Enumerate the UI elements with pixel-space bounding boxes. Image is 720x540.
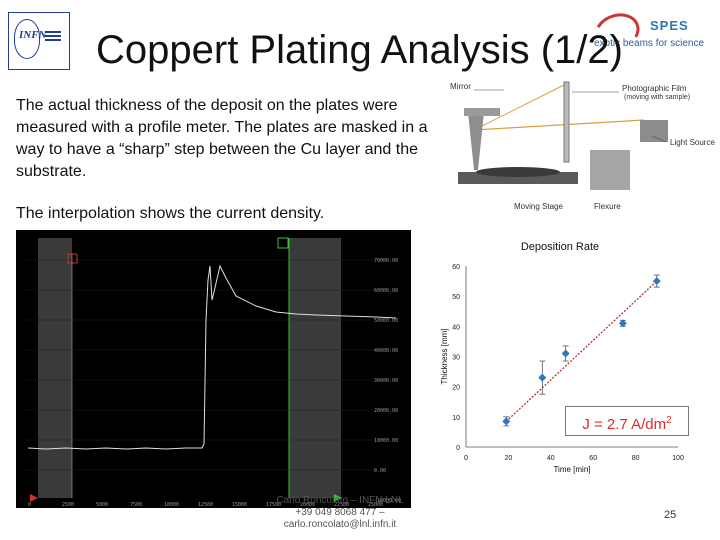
footer-contact: Carlo Roncolato – INFN LNL +39 049 8068 …	[240, 495, 440, 531]
body-paragraph-1: The actual thickness of the deposit on t…	[16, 97, 428, 180]
scope-y-tick-label: 30000.00	[374, 378, 398, 384]
scope-y-tick-label: 20000.00	[374, 408, 398, 414]
flexure-block	[590, 150, 630, 190]
current-density-superscript: 2	[666, 415, 672, 426]
current-density-text: J = 2.7 A/dm	[582, 416, 667, 433]
reflected-beam	[473, 84, 565, 131]
scope-band-left	[38, 238, 72, 498]
deposition-rate-chart: Deposition Rate 0 20 40 60 80 100 0 10 20 30 40 50 6…	[430, 236, 720, 482]
y-tick-label: 60	[452, 264, 460, 271]
data-point	[652, 277, 661, 286]
scope-x-tick-label: 2500	[62, 502, 74, 508]
light-beam	[473, 119, 645, 131]
profilometer-trace: 70000.0060000.0050000.0040000.0030000.00…	[16, 230, 411, 508]
scope-x-tick-label: 17500	[266, 502, 281, 508]
scope-y-tick-label: 70000.00	[374, 258, 398, 264]
scope-band-right	[289, 238, 341, 498]
infn-logo-text: INFN	[19, 29, 47, 41]
scope-left-marker	[67, 253, 78, 264]
scope-x-tick-label: 0	[28, 502, 31, 508]
y-tick-label: 0	[456, 445, 460, 452]
y-tick-label: 40	[452, 324, 460, 331]
x-tick-label: 60	[589, 455, 597, 462]
x-tick-label: 40	[547, 455, 555, 462]
y-tick-label: 50	[452, 294, 460, 301]
scope-background	[16, 230, 411, 508]
slide-title: Coppert Plating Analysis (1/2)	[96, 28, 623, 72]
infn-logo-emblem	[14, 19, 40, 59]
mirror-label: Mirror	[450, 82, 471, 91]
scope-x-tick-label: 5000	[96, 502, 108, 508]
profilometer-trace-screenshot: 70000.00 60000.00 50000.00 40000.00 30000.00…	[16, 230, 411, 508]
scope-y-tick-label: 50000.00	[374, 318, 398, 324]
deposition-rate-plot: Deposition Rate 0 20 40 60 80 100 0 10 20 30 40 50 6…	[440, 241, 684, 474]
x-tick-label: 0	[464, 455, 468, 462]
scope-y-tick-label: 10000.00	[374, 438, 398, 444]
body-paragraph-2: The interpolation shows the current dens…	[16, 205, 325, 222]
chart-x-label: Time [min]	[553, 465, 590, 474]
photographic-film	[563, 81, 570, 163]
profilometer-diagram: Mirror Photographic Film (moving with sa…	[444, 80, 718, 216]
spes-logo: SPES exotic beams for science	[586, 7, 705, 60]
chart-title: Deposition Rate	[521, 241, 599, 253]
light-source-label: Light Source	[670, 138, 715, 147]
scope-y-tick-label: -10000.00	[374, 498, 401, 504]
probe-tip	[468, 112, 484, 170]
sample	[476, 167, 560, 177]
infn-logo: INFN	[8, 12, 70, 70]
cantilever	[464, 108, 500, 116]
y-tick-label: 30	[452, 355, 460, 362]
profilometer-diagram-drawing	[458, 81, 668, 190]
scope-cursor-marker	[277, 237, 289, 249]
data-point	[561, 349, 570, 358]
scope-grid	[26, 259, 376, 471]
scope-trace	[27, 264, 397, 450]
x-tick-label: 80	[632, 455, 640, 462]
scope-x-tick-label: 15000	[232, 502, 247, 508]
data-point	[538, 373, 547, 382]
scope-x-tick-label: 22500	[334, 502, 349, 508]
light-source	[640, 120, 668, 142]
photographic-film-label: Photographic Film	[622, 84, 687, 93]
y-tick-label: 20	[452, 385, 460, 392]
footer-line-3: carlo.roncolato@lnl.infn.it	[283, 519, 397, 530]
spes-logo-name: SPES	[650, 18, 689, 33]
moving-stage-label: Moving Stage	[514, 202, 563, 211]
x-tick-label: 20	[505, 455, 513, 462]
scope-x-tick-label: 12500	[198, 502, 213, 508]
current-density-annotation: J = 2.7 A/dm2	[565, 406, 689, 436]
scope-y-tick-label: 40000.00	[374, 348, 398, 354]
x-tick-label: 100	[672, 455, 684, 462]
flexure-label: Flexure	[594, 202, 621, 211]
page-number: 25	[664, 509, 677, 521]
footer-line-1: Carlo Roncolato – INFN LNL	[276, 495, 404, 506]
scope-x-tick-label: 7500	[130, 502, 142, 508]
spes-logo-tagline: exotic beams for science	[594, 38, 705, 49]
y-tick-label: 10	[452, 415, 460, 422]
chart-y-label: Thickness [mm]	[440, 328, 449, 384]
scope-x-tick-label: 25000	[368, 502, 383, 508]
scope-y-tick-label: 60000.00	[374, 288, 398, 294]
scope-y-tick-label: 0.00	[374, 468, 386, 474]
photographic-film-note: (moving with sample)	[624, 94, 691, 101]
scope-x-tick-label: 10000	[164, 502, 179, 508]
fit-line	[505, 280, 658, 422]
footer-line-2: +39 049 8068 477 –	[295, 507, 385, 518]
scope-x-tick-label: 20000	[300, 502, 315, 508]
infn-logo-lines	[45, 31, 63, 45]
